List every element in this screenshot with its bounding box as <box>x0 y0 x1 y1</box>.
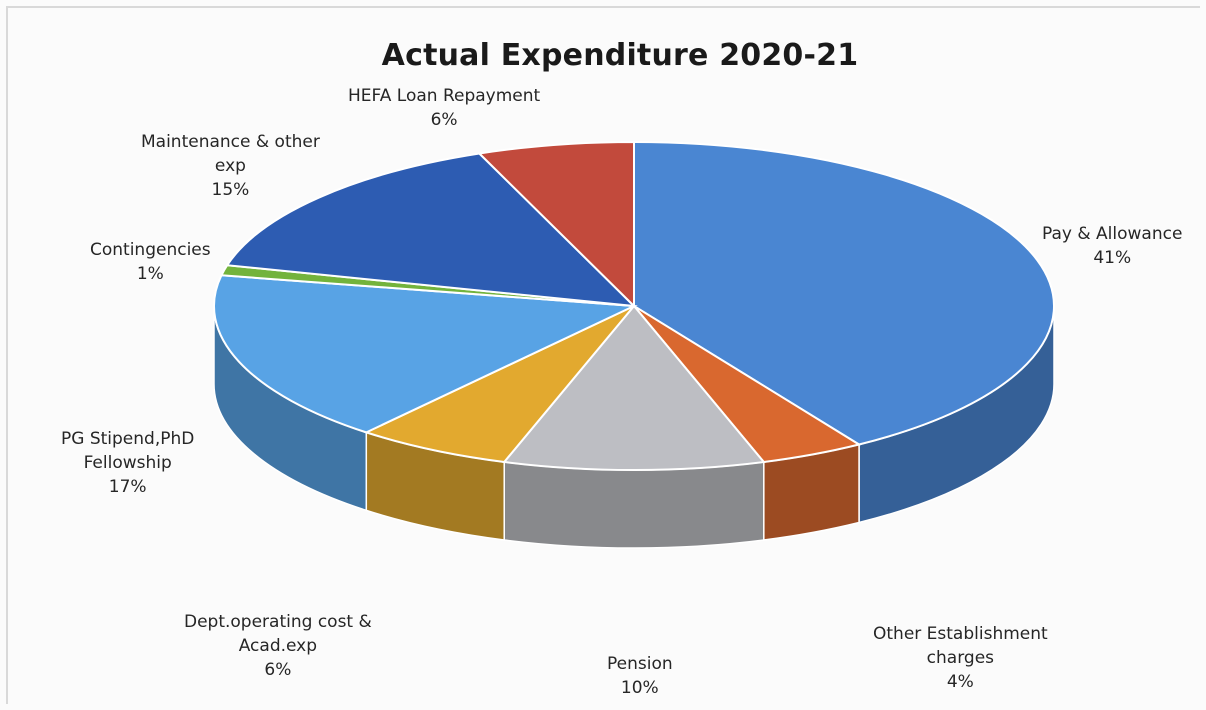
frame-left-line <box>6 6 8 704</box>
pie-top-faces <box>213 140 1055 471</box>
slice-percent: 4% <box>946 672 974 692</box>
slice-label-line: Other Establishment <box>873 624 1048 644</box>
pie-slice-3 <box>363 305 635 464</box>
slice-label-1: Other Establishment charges 4% <box>873 622 1048 694</box>
slice-label-line: charges <box>926 648 995 668</box>
slice-label-line: PG Stipend,PhD <box>61 429 195 449</box>
slice-label-0: Pay & Allowance 41% <box>1042 222 1182 270</box>
slice-label-line: Pension <box>607 654 673 674</box>
slice-percent: 10% <box>620 678 659 698</box>
slice-label-4: PG Stipend,PhD Fellowship 17% <box>61 427 194 499</box>
slice-label-line: Contingencies <box>90 240 211 260</box>
slice-label-3: Dept.operating cost & Acad.exp 6% <box>184 610 372 682</box>
chart-title: Actual Expenditure 2020-21 <box>381 38 859 73</box>
slice-percent: 1% <box>136 264 164 284</box>
pie-side-2 <box>503 461 765 549</box>
slice-percent: 15% <box>211 180 250 200</box>
slice-percent: 6% <box>264 660 292 680</box>
slice-percent: 41% <box>1093 248 1132 268</box>
slice-label-line: Pay & Allowance <box>1042 224 1183 244</box>
pie-slice-7 <box>477 140 635 309</box>
slice-label-line: Dept.operating cost & <box>184 612 372 632</box>
slice-label-line: exp <box>214 156 246 176</box>
frame-top-line <box>6 6 1200 8</box>
slice-label-line: Acad.exp <box>238 636 318 656</box>
slice-label-2: Pension 10% <box>607 652 673 700</box>
pie-slice-2 <box>502 304 766 471</box>
slice-percent: 6% <box>430 110 458 130</box>
slice-label-line: HEFA Loan Repayment <box>348 86 541 106</box>
slice-label-6: Maintenance & other exp 15% <box>141 130 320 202</box>
slice-label-5: Contingencies 1% <box>90 238 211 286</box>
slice-label-7: HEFA Loan Repayment 6% <box>348 84 540 132</box>
slice-label-line: Fellowship <box>83 453 172 473</box>
pie-slice-4 <box>213 274 638 434</box>
slice-percent: 17% <box>108 477 147 497</box>
pie-slice-0 <box>633 140 1055 446</box>
pie-slice-6 <box>225 152 637 308</box>
slice-label-line: Maintenance & other <box>141 132 320 152</box>
